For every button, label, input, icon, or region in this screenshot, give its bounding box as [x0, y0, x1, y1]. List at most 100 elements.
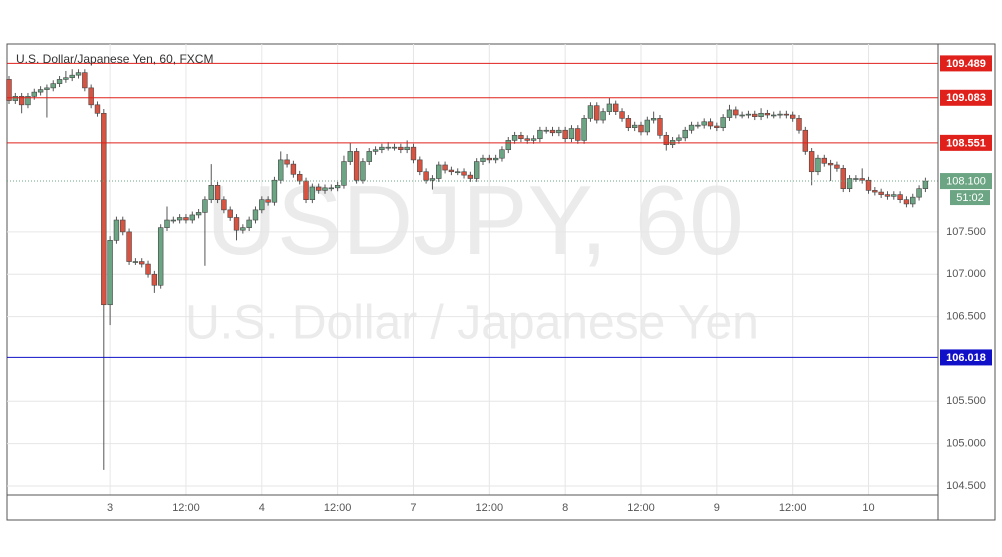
candle-body: [101, 112, 107, 306]
candle-body: [18, 96, 25, 106]
x-tick-label: 12:00: [627, 502, 655, 514]
candle-body: [695, 124, 701, 127]
candle-body: [543, 129, 549, 132]
candle-body: [878, 191, 884, 195]
candle-body: [676, 137, 682, 141]
candle-body: [170, 219, 177, 222]
candle-body: [157, 227, 164, 286]
candle-body: [176, 217, 183, 221]
candle-body: [391, 146, 398, 149]
candle-body: [265, 199, 271, 203]
candle-body: [480, 157, 486, 162]
candle-body: [492, 157, 499, 161]
candle-body: [903, 199, 910, 205]
candle-body: [455, 171, 461, 174]
candle-body: [233, 217, 240, 231]
candle-body: [202, 199, 208, 213]
level-label: 109.489: [946, 58, 986, 70]
candle-body: [303, 180, 309, 200]
candle-body: [88, 87, 94, 106]
x-tick-label: 12:00: [172, 502, 200, 514]
candle-body: [625, 118, 632, 128]
candle-body: [284, 159, 290, 165]
candle-body: [910, 196, 916, 205]
level-label-box: [940, 134, 992, 151]
x-tick-label: 3: [107, 502, 113, 514]
candle-body: [322, 187, 328, 191]
candle-body: [859, 178, 865, 181]
candle-body: [94, 104, 101, 114]
candle-body: [802, 129, 809, 152]
candle-body: [720, 117, 726, 128]
candle-body: [221, 199, 227, 211]
candle-body: [259, 199, 265, 211]
level-label: 106.018: [946, 352, 986, 364]
candle-body: [372, 149, 379, 152]
level-label: 108.551: [946, 137, 986, 149]
candle-body: [872, 190, 878, 193]
x-tick-label: 9: [714, 502, 720, 514]
candle-body: [442, 164, 448, 171]
candle-body: [562, 129, 568, 140]
level-label-box: [940, 349, 992, 366]
candle-body: [726, 109, 733, 118]
candle-body: [347, 151, 353, 162]
candle-body: [891, 194, 897, 197]
y-tick-label: 105.000: [946, 438, 986, 450]
level-label-box: [940, 55, 992, 72]
candle-body: [385, 146, 391, 149]
candle-body: [473, 161, 480, 179]
x-tick-label: 8: [562, 502, 568, 514]
candle-body: [82, 72, 88, 89]
candle-body: [638, 124, 644, 133]
candle-body: [183, 217, 189, 221]
candle-body: [600, 111, 606, 121]
candle-body: [461, 171, 467, 176]
candle-body: [499, 149, 505, 159]
candle-body: [701, 121, 707, 126]
candle-body: [297, 173, 303, 182]
x-tick-label: 4: [259, 502, 265, 514]
candle-body: [227, 209, 233, 218]
candle-body: [631, 124, 638, 128]
last-price-label: 108.100: [946, 175, 986, 187]
candle-body: [145, 263, 151, 275]
candle-body: [366, 151, 372, 162]
candle-body: [120, 219, 126, 233]
candle-body: [31, 91, 37, 97]
level-label: 109.083: [946, 92, 986, 104]
candle-body: [448, 169, 455, 173]
candle-body: [360, 161, 366, 181]
candle-body: [606, 103, 613, 112]
candle-body: [688, 124, 695, 131]
candle-body: [783, 113, 790, 116]
candle-body: [246, 219, 252, 228]
countdown-label: 51:02: [956, 192, 984, 204]
candle-body: [278, 159, 284, 181]
y-tick-label: 107.000: [946, 268, 986, 280]
candle-body: [650, 118, 657, 121]
candle-body: [75, 72, 82, 76]
watermark: USDJPY, 60: [206, 165, 743, 275]
candle-body: [132, 261, 139, 263]
candle-body: [417, 159, 423, 173]
y-tick-label: 106.500: [946, 311, 986, 323]
candle-body: [827, 162, 834, 166]
candle-body: [777, 113, 783, 116]
candle-body: [739, 114, 745, 117]
candle-body: [865, 179, 872, 191]
candle-body: [537, 129, 543, 140]
candle-body: [733, 109, 739, 116]
candle-body: [486, 157, 493, 161]
y-tick-label: 105.500: [946, 395, 986, 407]
candle-body: [808, 151, 815, 173]
candle-body: [644, 119, 651, 133]
x-tick-label: 10: [862, 502, 874, 514]
chart-frame: [6, 43, 996, 521]
candle-body: [252, 209, 259, 221]
candle-body: [151, 273, 158, 286]
candles: [6, 69, 929, 470]
candle-body: [752, 113, 758, 117]
candle-body: [815, 157, 821, 173]
